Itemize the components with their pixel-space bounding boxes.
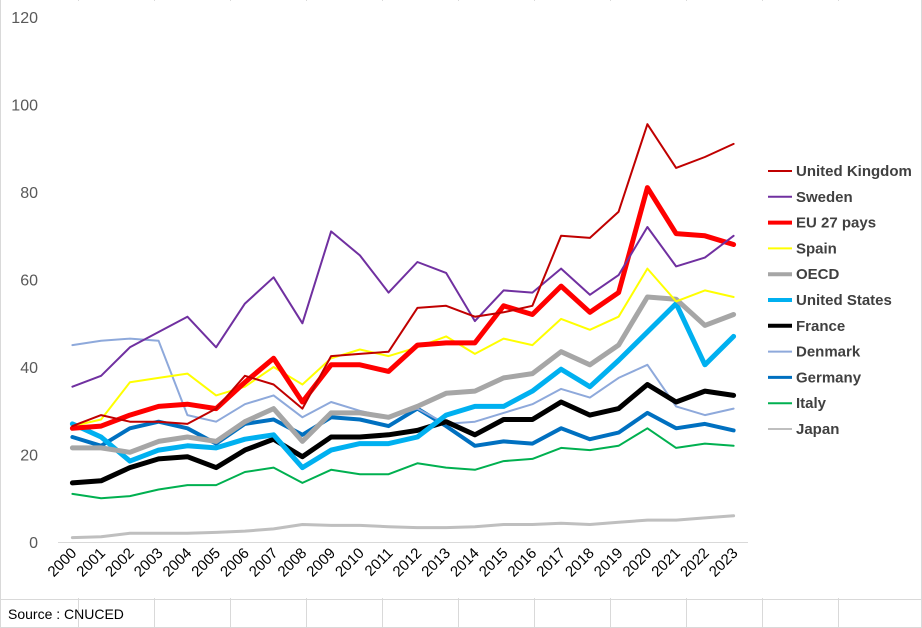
series-line-germany[interactable]: [70, 406, 736, 448]
series-line-united-states[interactable]: [69, 301, 737, 471]
legend-label: France: [796, 318, 845, 335]
y-tick-label: 100: [11, 98, 38, 115]
series-line-sweden[interactable]: [71, 226, 735, 388]
legend-label: United States: [796, 292, 892, 309]
source-note: Source : CNUCED: [8, 606, 124, 622]
y-tick-label: 80: [20, 185, 38, 202]
legend-label: Sweden: [796, 189, 853, 206]
y-tick-label: 20: [20, 448, 38, 465]
series-line-eu-27-pays[interactable]: [69, 185, 737, 431]
series-line-united-kingdom[interactable]: [71, 123, 735, 428]
chart-legend: United Kingdom Sweden EU 27 pays Spain OECD U…: [768, 163, 912, 438]
legend-label: Germany: [796, 369, 862, 386]
legend-label: Denmark: [796, 344, 861, 361]
series-line-france[interactable]: [69, 382, 737, 486]
legend-label: Japan: [796, 421, 839, 438]
series-line-japan[interactable]: [70, 514, 736, 540]
series-line-spain[interactable]: [71, 267, 735, 428]
series-line-italy[interactable]: [71, 427, 735, 500]
legend-label: United Kingdom: [796, 163, 912, 180]
series-line-oecd[interactable]: [69, 294, 737, 455]
legend-label: OECD: [796, 266, 840, 283]
legend-label: EU 27 pays: [796, 215, 876, 232]
y-tick-label: 60: [20, 273, 38, 290]
legend-label: Italy: [796, 395, 827, 412]
y-tick-label: 0: [29, 535, 38, 552]
y-tick-label: 40: [20, 360, 38, 377]
y-tick-label: 120: [11, 10, 38, 27]
legend-label: Spain: [796, 240, 837, 257]
